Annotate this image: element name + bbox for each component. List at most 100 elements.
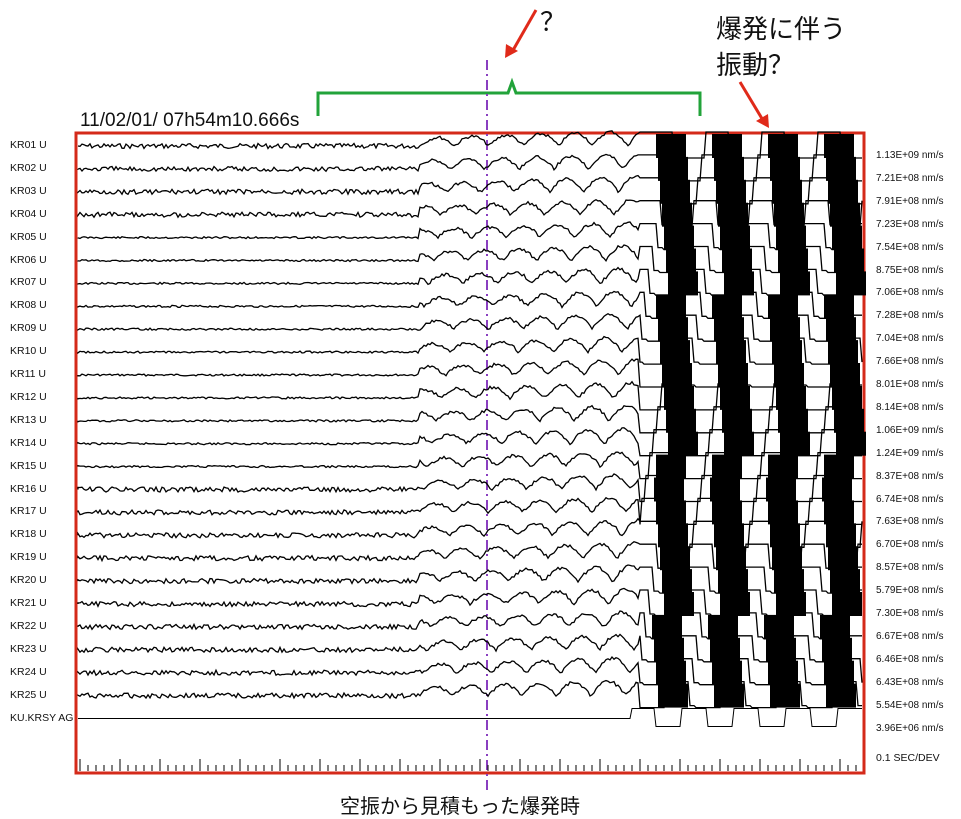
scale-label: 8.14E+08 nm/s bbox=[876, 401, 944, 413]
channel-label: KR04 U bbox=[10, 207, 47, 220]
trace-block bbox=[654, 477, 684, 502]
channel-label: KR09 U bbox=[10, 322, 47, 335]
channel-label: KR06 U bbox=[10, 253, 47, 266]
channel-label: KR13 U bbox=[10, 413, 47, 426]
trace-kr01 bbox=[77, 130, 862, 159]
trace-block bbox=[824, 454, 854, 479]
trace-block bbox=[776, 225, 806, 250]
trace-block bbox=[664, 385, 694, 410]
scale-label: 7.06E+08 nm/s bbox=[876, 287, 944, 299]
trace-block bbox=[764, 614, 794, 639]
channel-label: KR16 U bbox=[10, 482, 47, 495]
trace-block bbox=[720, 385, 750, 410]
scale-label: 1.24E+09 nm/s bbox=[876, 447, 944, 459]
channel-label: KU.KRSY AG bbox=[10, 711, 74, 724]
trace-kukrsyag bbox=[78, 708, 862, 727]
trace-block bbox=[828, 179, 858, 204]
trace-block bbox=[828, 546, 858, 571]
scale-label: 5.54E+08 nm/s bbox=[876, 699, 944, 711]
trace-block bbox=[660, 179, 690, 204]
trace-block bbox=[720, 225, 750, 250]
trace-kr13 bbox=[77, 404, 862, 434]
trace-block bbox=[774, 569, 804, 594]
trace-block bbox=[712, 500, 742, 525]
channel-label: KR22 U bbox=[10, 619, 47, 632]
trace-block bbox=[656, 134, 686, 158]
trace-block bbox=[662, 202, 692, 227]
scale-label: 7.23E+08 nm/s bbox=[876, 218, 944, 230]
trace-block bbox=[718, 202, 748, 227]
trace-block bbox=[778, 408, 808, 433]
green-bracket bbox=[316, 77, 702, 116]
channel-label: KR15 U bbox=[10, 459, 47, 472]
scale-label: 3.96E+06 nm/s bbox=[876, 722, 944, 734]
trace-block bbox=[656, 660, 686, 685]
trace-block bbox=[768, 134, 798, 158]
scale-label: 7.66E+08 nm/s bbox=[876, 356, 944, 368]
trace-block bbox=[716, 179, 746, 204]
channel-label: KR01 U bbox=[10, 139, 47, 151]
explosion-annotation: 爆発に伴う 振動？ bbox=[716, 12, 846, 84]
trace-block bbox=[836, 271, 866, 296]
trace-block bbox=[768, 294, 798, 319]
trace-block bbox=[824, 660, 854, 685]
trace-block bbox=[712, 660, 742, 685]
arrow-top bbox=[505, 9, 538, 58]
trace-block bbox=[714, 156, 744, 181]
trace-block bbox=[658, 683, 688, 708]
question-mark-top: ？ bbox=[540, 8, 567, 38]
trace-block bbox=[820, 614, 850, 639]
trace-kr08 bbox=[77, 290, 862, 319]
trace-block bbox=[658, 317, 688, 342]
trace-block bbox=[772, 546, 802, 571]
trace-block bbox=[656, 454, 686, 479]
traces bbox=[77, 130, 866, 727]
trace-block bbox=[770, 317, 800, 342]
trace-block bbox=[660, 340, 690, 365]
channel-label: KR10 U bbox=[10, 345, 47, 358]
trace-block bbox=[824, 134, 854, 158]
trace-kr11 bbox=[77, 358, 862, 388]
trace-block bbox=[714, 317, 744, 342]
trace-block bbox=[824, 294, 854, 319]
trace-block bbox=[826, 523, 856, 548]
trace-block bbox=[766, 477, 796, 502]
trace-block bbox=[722, 408, 752, 433]
trace-block bbox=[832, 592, 862, 616]
scale-label: 7.28E+08 nm/s bbox=[876, 310, 944, 322]
scale-label: 8.01E+08 nm/s bbox=[876, 379, 944, 390]
trace-block bbox=[822, 477, 852, 502]
trace-block bbox=[776, 592, 806, 616]
trace-block bbox=[836, 431, 866, 456]
explosion-annotation-line1: 爆発に伴う bbox=[716, 15, 847, 45]
channel-label: KR07 U bbox=[10, 276, 47, 289]
scale-label: 7.63E+08 nm/s bbox=[876, 516, 944, 528]
scale-label: 8.57E+08 nm/s bbox=[876, 562, 944, 574]
trace-block bbox=[778, 248, 808, 273]
trace-block bbox=[718, 569, 748, 594]
channel-label: KR21 U bbox=[10, 597, 47, 609]
scale-label: 6.67E+08 nm/s bbox=[876, 630, 944, 642]
trace-block bbox=[664, 592, 694, 616]
channel-label: KR20 U bbox=[10, 574, 47, 587]
scale-label: 7.04E+08 nm/s bbox=[876, 333, 944, 345]
trace-block bbox=[668, 431, 698, 456]
trace-block bbox=[718, 363, 748, 387]
channel-label: KR17 U bbox=[10, 505, 47, 518]
scale-label: 8.75E+08 nm/s bbox=[876, 264, 944, 276]
time-scale-label: 0.1 SEC/DEV bbox=[876, 752, 940, 764]
channel-label: KR18 U bbox=[10, 528, 47, 541]
arrow-right bbox=[738, 81, 769, 128]
trace-block bbox=[710, 477, 740, 502]
trace-kr09 bbox=[77, 312, 862, 342]
trace-block bbox=[666, 248, 696, 273]
trace-block bbox=[768, 500, 798, 525]
trace-block bbox=[716, 340, 746, 365]
trace-block bbox=[712, 134, 742, 158]
channel-label: KR12 U bbox=[10, 390, 47, 403]
trace-kr25 bbox=[77, 679, 862, 709]
trace-block bbox=[776, 385, 806, 410]
trace-block bbox=[656, 500, 686, 525]
channel-label: KR14 U bbox=[10, 436, 47, 449]
trace-block bbox=[666, 408, 696, 433]
